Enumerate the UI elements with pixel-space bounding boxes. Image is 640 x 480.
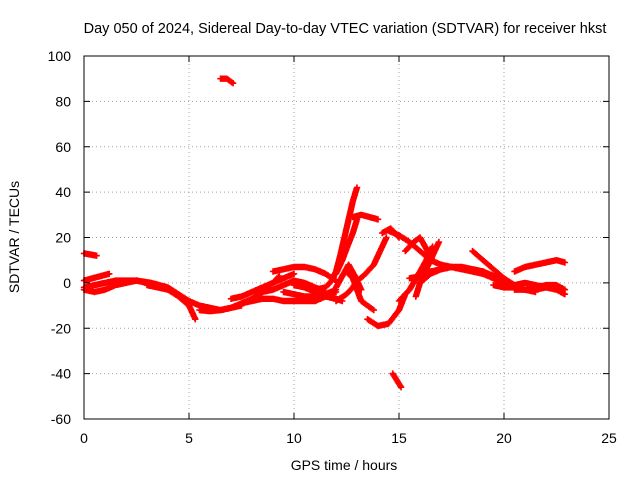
series-s17 [332, 216, 361, 277]
series-s1-markers [217, 75, 237, 87]
chart-title: Day 050 of 2024, Sidereal Day-to-day VTE… [84, 21, 607, 37]
axis-layer: 0 5 10 15 20 25 -60 -40 -20 0 20 40 60 80 100 [48, 48, 617, 446]
series-s10 [227, 270, 298, 302]
series-s24 [379, 225, 403, 241]
grid-layer [84, 56, 609, 419]
series-s10-markers [227, 270, 298, 302]
x-tick-label: 5 [185, 430, 193, 446]
series-s17-markers [332, 216, 361, 277]
series-s21-markers [349, 211, 382, 223]
x-tick-label: 10 [286, 430, 302, 446]
series-s20 [343, 268, 377, 314]
y-tick-label: 60 [55, 139, 71, 155]
series-s21 [349, 211, 382, 223]
series-s30-markers [412, 238, 443, 300]
series-s25-markers [389, 370, 405, 391]
series-s35-markers [511, 281, 569, 293]
y-tick-label: 100 [48, 48, 72, 64]
series-s33-markers [511, 257, 569, 275]
x-tick-label: 15 [391, 430, 407, 446]
y-tick-label: -60 [51, 411, 71, 427]
series-s1 [217, 75, 237, 87]
series-s35 [511, 281, 569, 293]
series-s20-markers [343, 268, 377, 314]
x-tick-label: 20 [496, 430, 512, 446]
x-axis-label: GPS time / hours [291, 457, 398, 473]
x-tick-label: 25 [601, 430, 617, 446]
y-tick-label: 40 [55, 184, 71, 200]
y-tick-label: 80 [55, 93, 71, 109]
y-tick-label: -40 [51, 366, 71, 382]
series-s24-markers [379, 225, 403, 241]
y-tick-label: 0 [63, 275, 71, 291]
series-s30 [412, 238, 443, 300]
series-s33 [511, 257, 569, 275]
x-tick-label: 0 [80, 430, 88, 446]
series-s25 [389, 370, 405, 391]
y-axis-label: SDTVAR / TECUs [6, 181, 22, 293]
y-tick-label: 20 [55, 230, 71, 246]
y-tick-label: -20 [51, 320, 71, 336]
data-marks-layer [80, 75, 569, 391]
